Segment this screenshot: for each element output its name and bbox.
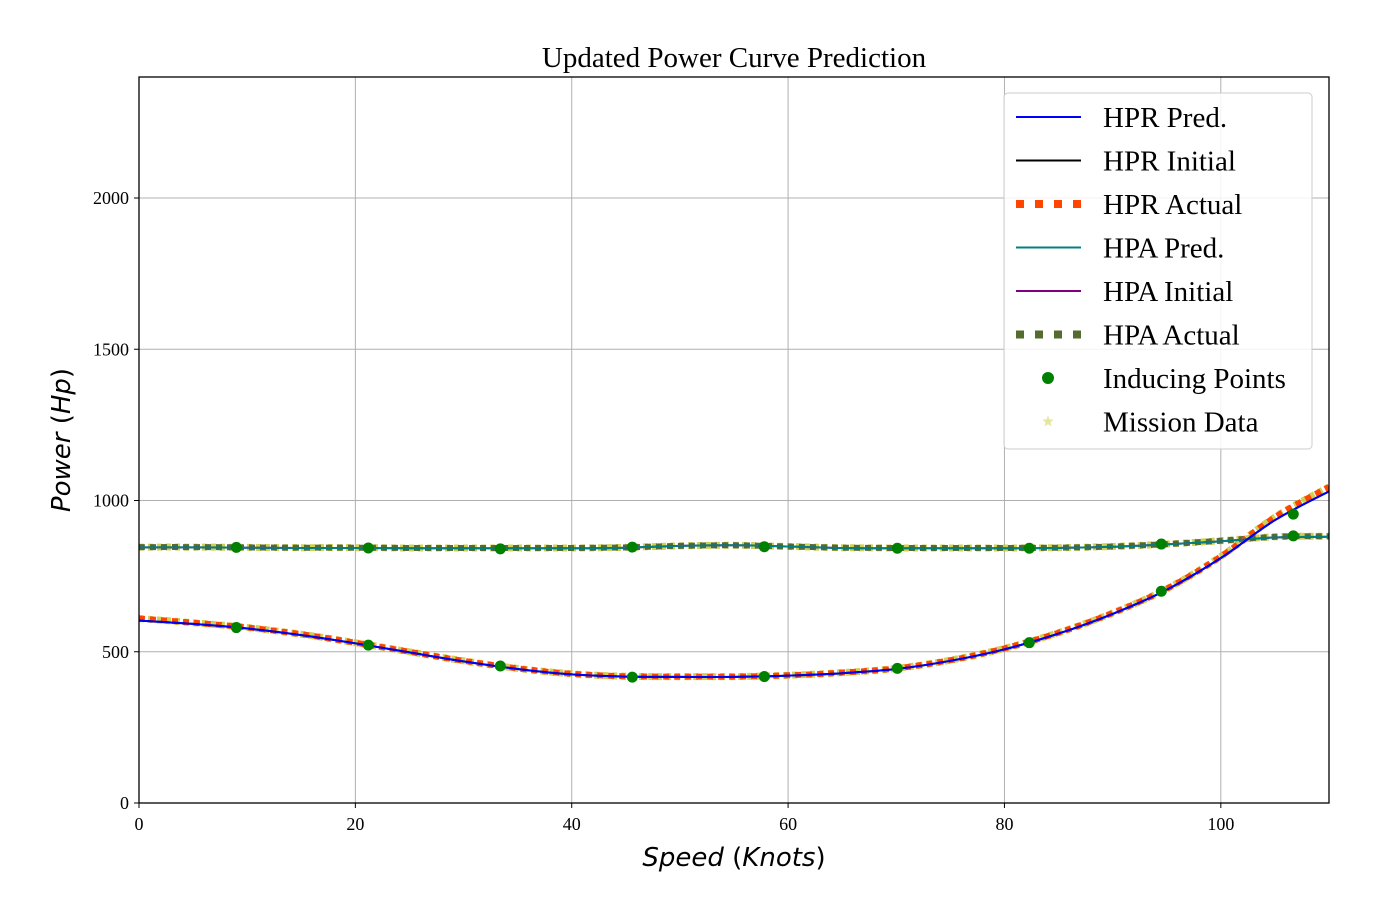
- legend-label: HPA Pred.: [1103, 233, 1224, 265]
- legend-item: Inducing Points: [1042, 363, 1286, 395]
- x-tick-label: 100: [1207, 814, 1234, 834]
- legend-item: HPA Pred.: [1016, 233, 1224, 265]
- y-tick-label: 0: [120, 793, 129, 813]
- inducing-point: [1155, 585, 1167, 597]
- inducing-point: [494, 660, 506, 672]
- x-tick-label: 60: [779, 814, 797, 834]
- inducing-point: [1287, 530, 1299, 542]
- legend-swatch-dot: [1042, 372, 1054, 384]
- legend-label: Mission Data: [1103, 407, 1259, 439]
- x-tick-label: 0: [135, 814, 144, 834]
- chart-title: Updated Power Curve Prediction: [542, 42, 927, 74]
- legend-label: HPR Pred.: [1103, 102, 1227, 134]
- inducing-point: [1287, 508, 1299, 520]
- series-line-hpa-pred: [139, 535, 1329, 550]
- legend-item: HPR Initial: [1016, 146, 1236, 178]
- y-tick-label: 1500: [93, 339, 129, 359]
- inducing-point: [1023, 542, 1035, 554]
- inducing-point: [891, 542, 903, 554]
- series-line-hpr-actual: [139, 484, 1329, 680]
- legend-label: HPA Initial: [1103, 276, 1233, 308]
- inducing-point: [362, 639, 374, 651]
- inducing-point: [1023, 637, 1035, 649]
- plot-area: [139, 483, 1329, 683]
- y-axis-label: Power (Hp): [47, 368, 77, 512]
- x-axis-label-part: ): [815, 843, 825, 873]
- inducing-point: [626, 671, 638, 683]
- legend-item: HPR Pred.: [1016, 102, 1227, 134]
- inducing-point: [1155, 538, 1167, 550]
- inducing-point: [494, 543, 506, 555]
- legend-label: HPA Actual: [1103, 320, 1240, 352]
- x-tick-label: 20: [346, 814, 364, 834]
- axes-frame: [138, 76, 1330, 804]
- y-tick-label: 2000: [93, 188, 129, 208]
- legend-label: Inducing Points: [1103, 363, 1286, 395]
- x-tick-label: 80: [995, 814, 1013, 834]
- y-axis-label-part: ): [47, 368, 77, 378]
- y-tick-label: 500: [102, 642, 129, 662]
- series-line-hpr-pred: [139, 490, 1329, 678]
- inducing-point: [230, 622, 242, 634]
- x-axis-label-part: Knots: [742, 843, 815, 873]
- inducing-point: [362, 542, 374, 554]
- inducing-point: [230, 541, 242, 553]
- inducing-point: [626, 541, 638, 553]
- plot-content: [139, 483, 1329, 683]
- y-axis-label-part: Hp: [47, 378, 77, 414]
- mission-data-series: [139, 483, 1329, 681]
- legend-box: [1003, 92, 1313, 450]
- y-axis-label-part: (: [47, 414, 77, 432]
- legend-item: HPA Actual: [1016, 320, 1240, 352]
- x-axis-label-part: Speed: [642, 843, 724, 873]
- y-tick-label: 1000: [93, 491, 129, 511]
- y-axis-label-part: Power: [47, 430, 77, 512]
- inducing-point: [758, 671, 770, 683]
- legend-swatch-star: [1042, 415, 1054, 427]
- x-axis-label: Speed (Knots): [642, 843, 825, 873]
- series-line-hpr-initial: [139, 490, 1329, 678]
- legend-item: Mission Data: [1042, 407, 1259, 439]
- legend-item: HPR Actual: [1016, 189, 1242, 221]
- legend: HPR Pred. HPR Initial HPR Actual HPA Pred. H…: [1003, 92, 1313, 450]
- inducing-point: [758, 541, 770, 553]
- legend-label: HPR Actual: [1103, 189, 1242, 221]
- x-axis-label-part: (: [724, 843, 742, 873]
- inducing-point: [891, 662, 903, 674]
- legend-item: HPA Initial: [1016, 276, 1233, 308]
- legend-label: HPR Initial: [1103, 146, 1236, 178]
- x-tick-label: 40: [563, 814, 581, 834]
